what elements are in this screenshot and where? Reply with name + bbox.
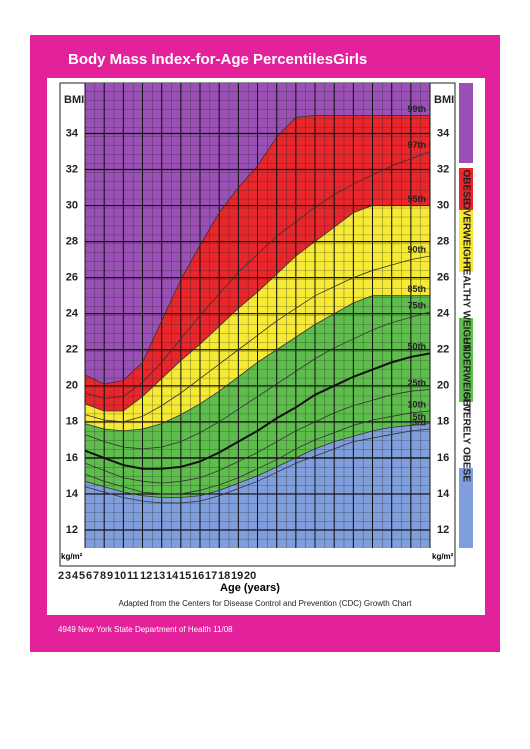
series-label: 25th bbox=[407, 378, 426, 388]
y-tick-label: 12 bbox=[66, 524, 78, 536]
y-tick-label-right: 22 bbox=[437, 344, 449, 356]
series-label: 3rd bbox=[412, 417, 426, 427]
footer-code: 4949 New York State Department of Health… bbox=[58, 625, 233, 634]
x-tick-label: 18 bbox=[218, 570, 230, 582]
percentile-line bbox=[84, 115, 430, 385]
y-tick-label: 20 bbox=[66, 380, 78, 392]
strip-red bbox=[459, 168, 473, 210]
x-tick-label: 6 bbox=[86, 570, 92, 582]
percentile-line bbox=[84, 352, 431, 470]
y-label: BMI bbox=[64, 94, 84, 106]
x-tick-label: 10 bbox=[114, 570, 126, 582]
y-tick-label-right: 24 bbox=[437, 308, 450, 320]
y-tick-label: 18 bbox=[66, 416, 78, 428]
percentile-line bbox=[84, 255, 431, 423]
y-unit: kg/m² bbox=[61, 552, 83, 561]
x-tick-label: 20 bbox=[244, 570, 256, 582]
x-tick-label: 7 bbox=[93, 570, 99, 582]
y-tick-label-right: 20 bbox=[437, 380, 449, 392]
series-label: 90th bbox=[407, 244, 426, 254]
y-tick-label: 14 bbox=[66, 488, 79, 500]
y-tick-label: 22 bbox=[66, 344, 78, 356]
x-tick-label: 4 bbox=[72, 570, 79, 582]
percentile-line bbox=[84, 205, 430, 412]
y-unit-right: kg/m² bbox=[432, 552, 454, 561]
series-label: 10th bbox=[407, 399, 426, 409]
percentile-line bbox=[84, 311, 431, 450]
x-tick-label: 17 bbox=[205, 570, 217, 582]
y-tick-label-right: 14 bbox=[437, 488, 450, 500]
x-tick-label: 16 bbox=[192, 570, 204, 582]
y-label-right: BMI bbox=[434, 94, 454, 106]
side-label: SEVERELY OBESE bbox=[460, 392, 471, 482]
y-tick-label: 16 bbox=[66, 452, 78, 464]
strip-yellow bbox=[459, 210, 473, 272]
y-tick-label: 30 bbox=[66, 199, 78, 211]
percentile-line bbox=[84, 295, 430, 432]
x-tick-label: 3 bbox=[65, 570, 71, 582]
x-tick-label: 13 bbox=[153, 570, 165, 582]
x-label: Age (years) bbox=[220, 582, 280, 594]
y-tick-label-right: 26 bbox=[437, 272, 449, 284]
side-label: HEALTHY WEIGHT bbox=[460, 261, 471, 350]
percentile-line bbox=[84, 151, 431, 399]
series-label: 50th bbox=[407, 342, 426, 352]
y-tick-label-right: 34 bbox=[437, 127, 450, 139]
y-tick-label-right: 16 bbox=[437, 452, 449, 464]
x-tick-label: 12 bbox=[140, 570, 152, 582]
y-tick-label: 34 bbox=[66, 127, 79, 139]
percentile-line bbox=[84, 388, 431, 484]
x-tick-label: 15 bbox=[179, 570, 191, 582]
source: Adapted from the Centers for Disease Con… bbox=[118, 599, 412, 608]
series-label: 5th bbox=[413, 412, 427, 422]
y-tick-label: 32 bbox=[66, 163, 78, 175]
x-tick-label: 2 bbox=[58, 570, 64, 582]
strip-purple bbox=[459, 83, 473, 163]
x-tick-label: 19 bbox=[231, 570, 243, 582]
x-tick-label: 5 bbox=[79, 570, 85, 582]
series-label: 75th bbox=[407, 300, 426, 310]
y-tick-label-right: 30 bbox=[437, 199, 449, 211]
strip-green bbox=[459, 318, 473, 402]
percentile-line bbox=[84, 410, 431, 495]
y-tick-label: 26 bbox=[66, 272, 78, 284]
x-tick-label: 11 bbox=[127, 570, 139, 582]
side-label: OBESE bbox=[460, 169, 471, 204]
series-label: 99th bbox=[407, 104, 426, 114]
series-label: 97th bbox=[407, 140, 426, 150]
series-label: 85th bbox=[407, 284, 426, 294]
percentile-line bbox=[84, 423, 431, 498]
percentile-line bbox=[84, 428, 431, 504]
title: Body Mass Index-for-Age PercentilesGirls bbox=[68, 51, 367, 68]
strip-blue bbox=[459, 468, 473, 548]
series-label: 95th bbox=[407, 194, 426, 204]
y-tick-label-right: 12 bbox=[437, 524, 449, 536]
y-tick-label: 28 bbox=[66, 236, 78, 248]
y-tick-label-right: 28 bbox=[437, 236, 449, 248]
y-tick-label-right: 32 bbox=[437, 163, 449, 175]
y-tick-label-right: 18 bbox=[437, 416, 449, 428]
y-tick-label: 24 bbox=[66, 308, 79, 320]
x-tick-label: 14 bbox=[166, 570, 179, 582]
x-tick-label: 9 bbox=[107, 570, 113, 582]
side-label: OVERWEIGHT bbox=[460, 202, 471, 270]
side-label: UNDERWEIGHT bbox=[460, 337, 471, 412]
x-tick-label: 8 bbox=[100, 570, 106, 582]
